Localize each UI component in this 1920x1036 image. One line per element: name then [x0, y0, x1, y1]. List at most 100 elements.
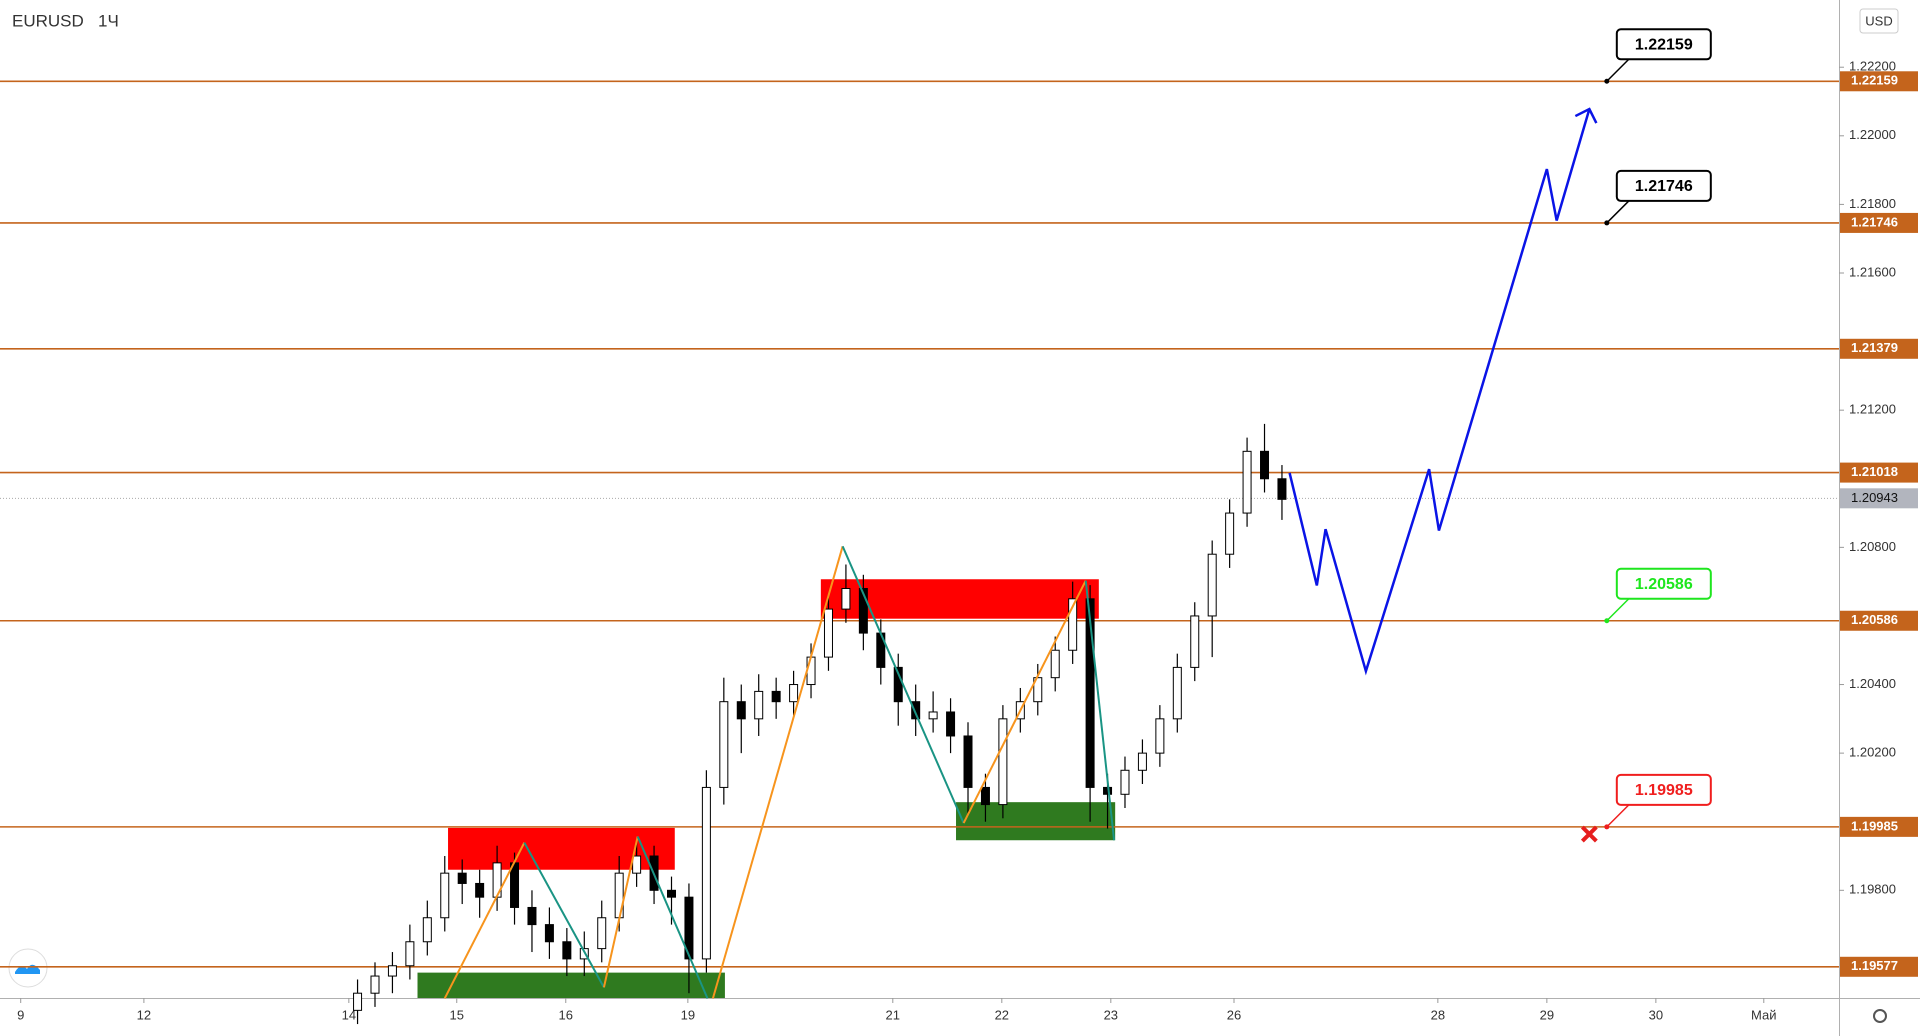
x-tick-label: 19 [681, 1007, 695, 1022]
stop-mark [1580, 825, 1598, 843]
candle-body [544, 924, 554, 943]
zigzag-segment [602, 836, 639, 988]
level-label-box [1840, 462, 1918, 483]
candle-body [562, 941, 572, 960]
callout-box [1615, 28, 1712, 61]
x-tick-label: 23 [1104, 1007, 1118, 1022]
last-price-label: 1.20943 [1851, 490, 1898, 505]
candle-body [422, 917, 432, 943]
candle-body [998, 718, 1008, 806]
x-tick-label: 16 [559, 1007, 573, 1022]
x-tick-label: Май [1751, 1007, 1776, 1022]
zigzag-segment [962, 580, 1087, 824]
candle-body [527, 906, 537, 926]
candle-body [841, 588, 851, 610]
callout-connector [1606, 598, 1630, 622]
x-tick-label: 29 [1540, 1007, 1554, 1022]
interval: 1Ч [98, 11, 119, 30]
currency: USD [1865, 13, 1892, 28]
candle-body [823, 608, 833, 658]
level-label: 1.21746 [1851, 214, 1898, 229]
candle-body [806, 656, 816, 686]
candle-body [353, 992, 363, 1011]
candle-body [1242, 450, 1252, 514]
y-tick-label: 1.21200 [1849, 402, 1896, 417]
x-tick-label: 9 [17, 1007, 24, 1022]
y-tick-label: 1.20800 [1849, 539, 1896, 554]
candle-body [1277, 478, 1287, 500]
candle-body [980, 786, 990, 806]
currency-box[interactable] [1859, 8, 1899, 34]
candle-body [963, 735, 973, 788]
settings-icon[interactable] [1873, 1009, 1887, 1023]
level-label: 1.19577 [1851, 958, 1898, 973]
x-tick-label: 14 [342, 1007, 356, 1022]
candle-body [684, 896, 694, 960]
zone [417, 972, 725, 998]
candle-body [457, 872, 467, 884]
y-tick-label: 1.20400 [1849, 676, 1896, 691]
zigzag-segment [1084, 580, 1116, 841]
candle-body [1190, 615, 1200, 668]
zigzag-segment [523, 842, 605, 988]
x-tick-label: 21 [886, 1007, 900, 1022]
candle-body [858, 588, 868, 634]
callout-label: 1.22159 [1635, 36, 1693, 53]
candle-body [1120, 769, 1130, 795]
zigzag-segment [443, 842, 526, 999]
candle-body [667, 889, 677, 898]
candle-body [946, 711, 956, 737]
candle-body [440, 872, 450, 919]
callout-label: 1.20586 [1635, 576, 1693, 593]
x-tick-label: 22 [995, 1007, 1009, 1022]
x-tick-label: 30 [1649, 1007, 1663, 1022]
level-label: 1.21379 [1851, 340, 1898, 355]
candle-body [1172, 666, 1182, 720]
y-tick-label: 1.21600 [1849, 264, 1896, 279]
candle-body [719, 701, 729, 788]
symbol: EURUSD [12, 11, 84, 30]
level-label-box [1840, 610, 1918, 631]
callout-connector [1606, 58, 1630, 82]
candle-body [632, 855, 642, 874]
candle-body [928, 711, 938, 720]
candle-body [1050, 649, 1060, 679]
candle-body [754, 690, 764, 720]
x-tick-label: 15 [450, 1007, 464, 1022]
candle-body [1085, 598, 1095, 788]
level-label: 1.19985 [1851, 818, 1898, 833]
candle-body [510, 862, 520, 908]
level-label: 1.21018 [1851, 464, 1898, 479]
projection-path [1288, 108, 1591, 676]
x-tick-label: 28 [1431, 1007, 1445, 1022]
level-label-box [1840, 338, 1918, 359]
candle-body [1260, 450, 1270, 480]
candle-body [1068, 598, 1078, 651]
callout-connector [1606, 200, 1630, 224]
candle-body [1155, 718, 1165, 754]
callout-box [1615, 773, 1712, 806]
last-price-box [1840, 488, 1918, 509]
y-tick-label: 1.22200 [1849, 59, 1896, 74]
level-label: 1.22159 [1851, 73, 1898, 88]
zigzag-segment [841, 545, 965, 824]
candle-body [701, 786, 711, 960]
y-tick-label: 1.19800 [1849, 882, 1896, 897]
candle-body [789, 684, 799, 703]
projection-arrowhead [1574, 107, 1598, 124]
candle-body [911, 701, 921, 720]
x-tick-label: 12 [137, 1007, 151, 1022]
y-tick-label: 1.20200 [1849, 745, 1896, 760]
level-label-box [1840, 212, 1918, 233]
level-label: 1.20586 [1851, 612, 1898, 627]
zigzag-segment [636, 836, 709, 999]
callout-connector [1606, 804, 1630, 828]
candle-body [597, 917, 607, 950]
callout-box [1615, 169, 1712, 202]
level-label-box [1840, 816, 1918, 837]
callout-box [1615, 567, 1712, 600]
candle-body [1137, 752, 1147, 771]
zone [956, 802, 1116, 841]
